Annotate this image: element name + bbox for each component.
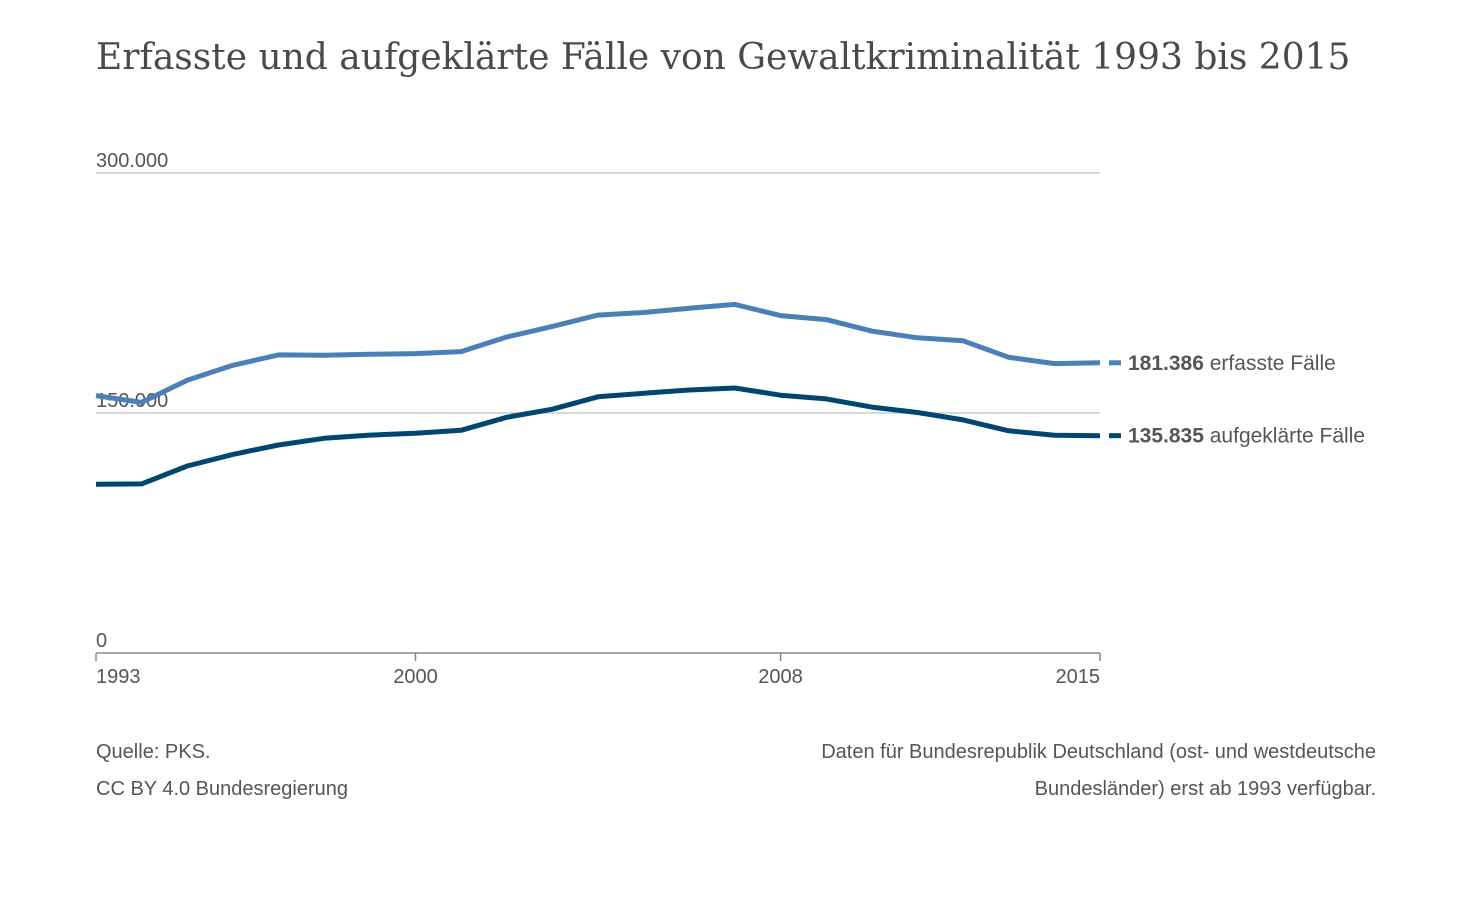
series-line-erfasst xyxy=(95,301,1101,405)
x-tick-labels: 1993 2000 2008 2015 xyxy=(95,653,1101,688)
series-name-erfasst: erfasste Fälle xyxy=(1204,352,1336,375)
x-tick-label: 2015 xyxy=(1056,666,1101,688)
series-end-labels: 181.386 erfasste Fälle 135.835 aufgeklärt… xyxy=(1109,352,1365,448)
gridlines xyxy=(96,172,1100,654)
x-tick-label: 2008 xyxy=(758,666,803,688)
series-name-aufgeklaert: aufgeklärte Fälle xyxy=(1204,425,1365,448)
y-tick-label: 0 xyxy=(96,630,107,652)
series-value-aufgeklaert: 135.835 xyxy=(1128,425,1204,448)
footer-note: Daten für Bundesrepublik Deutschland (os… xyxy=(716,734,1376,808)
series-lines xyxy=(95,301,1101,487)
chart-title: Erfasste und aufgeklärte Fälle von Gewal… xyxy=(96,37,1351,78)
series-line-aufgeklaert xyxy=(95,385,1101,487)
x-tick-label: 1993 xyxy=(96,666,141,688)
x-tick-label: 2000 xyxy=(393,666,438,688)
footer-source: Quelle: PKS. CC BY 4.0 Bundesregierung xyxy=(96,734,348,808)
series-label-aufgeklaert: 135.835 aufgeklärte Fälle xyxy=(1128,425,1365,448)
source-text: Quelle: PKS. xyxy=(96,741,211,763)
license-text: CC BY 4.0 Bundesregierung xyxy=(96,778,349,800)
note-line-1: Daten für Bundesrepublik Deutschland (os… xyxy=(821,741,1376,763)
series-value-erfasst: 181.386 xyxy=(1128,352,1204,375)
y-tick-label: 300.000 xyxy=(96,150,168,172)
series-label-erfasst: 181.386 erfasste Fälle xyxy=(1128,352,1336,375)
note-line-2: Bundesländer) erst ab 1993 verfügbar. xyxy=(1034,778,1376,800)
